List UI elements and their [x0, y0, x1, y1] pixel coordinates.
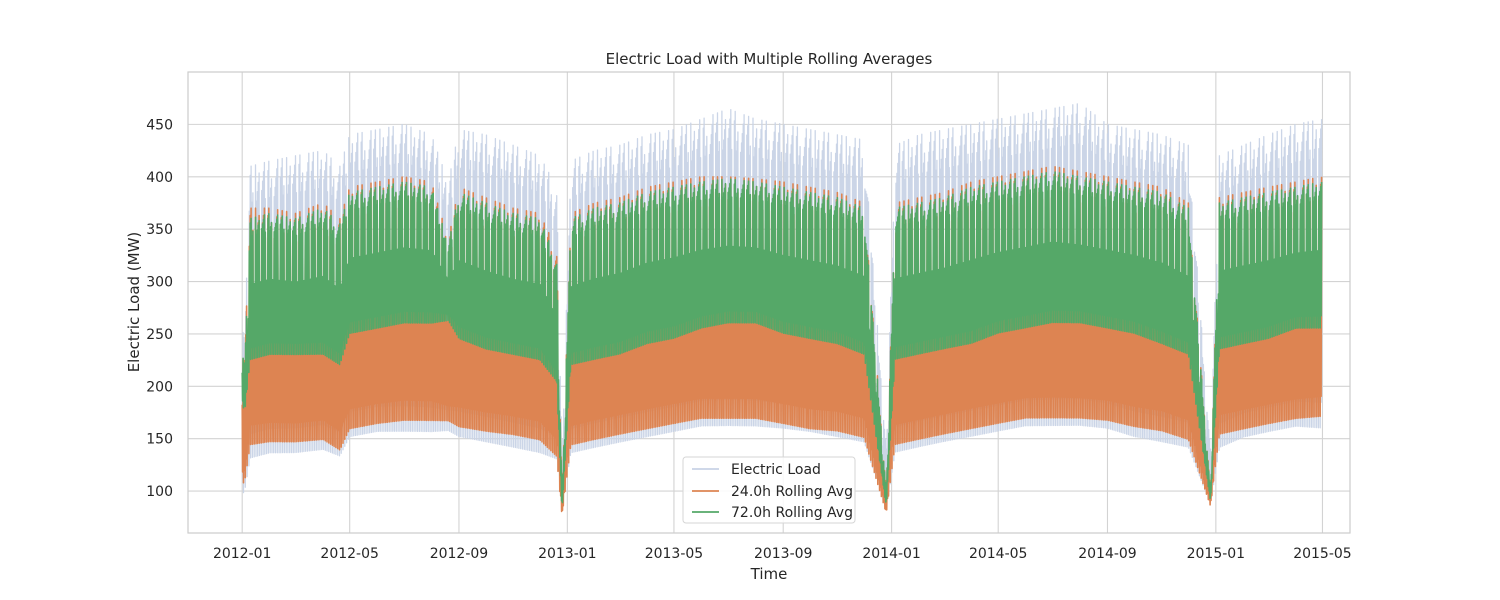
- series-layer: [241, 103, 1323, 513]
- y-tick-label: 300: [146, 275, 173, 291]
- x-axis-label: Time: [750, 565, 788, 583]
- x-tick-label: 2014-09: [1078, 546, 1137, 562]
- y-tick-label: 400: [146, 170, 173, 186]
- plot-frame: [187, 71, 1351, 534]
- x-tick-label: 2014-05: [969, 546, 1028, 562]
- x-tick-label: 2013-05: [645, 546, 704, 562]
- y-axis-label: Electric Load (MW): [125, 232, 143, 373]
- y-axis-ticks: 100 150 200 250 300 350 400 450: [146, 117, 173, 500]
- y-tick-label: 350: [146, 222, 173, 238]
- x-tick-label: 2015-05: [1293, 546, 1352, 562]
- x-tick-label: 2012-05: [320, 546, 379, 562]
- series-line-24-0h-rolling-avg: [241, 166, 1323, 513]
- legend-label-72h-rolling-avg: 72.0h Rolling Avg: [731, 505, 853, 521]
- x-tick-label: 2013-09: [754, 546, 813, 562]
- series-line-72-0h-rolling-avg: [241, 171, 1323, 504]
- x-tick-label: 2012-01: [213, 546, 272, 562]
- x-tick-label: 2013-01: [538, 546, 597, 562]
- x-axis-ticks: 2012-01 2012-05 2012-09 2013-01 2013-05 2013-…: [213, 546, 1352, 562]
- legend-box: [682, 456, 856, 524]
- legend-label-electric-load: Electric Load: [731, 462, 821, 478]
- y-tick-label: 150: [146, 432, 173, 448]
- y-tick-label: 450: [146, 117, 173, 133]
- series-line-electric-load: [241, 103, 1323, 508]
- legend: Electric Load 24.0h Rolling Avg 72.0h Ro…: [682, 456, 856, 524]
- x-tick-label: 2012-09: [430, 546, 489, 562]
- legend-label-24h-rolling-avg: 24.0h Rolling Avg: [731, 484, 853, 500]
- x-tick-label: 2014-01: [862, 546, 921, 562]
- y-tick-label: 250: [146, 327, 173, 343]
- y-tick-label: 200: [146, 379, 173, 395]
- x-tick-label: 2015-01: [1187, 546, 1246, 562]
- chart-title: Electric Load with Multiple Rolling Aver…: [606, 50, 933, 68]
- y-tick-label: 100: [146, 484, 173, 500]
